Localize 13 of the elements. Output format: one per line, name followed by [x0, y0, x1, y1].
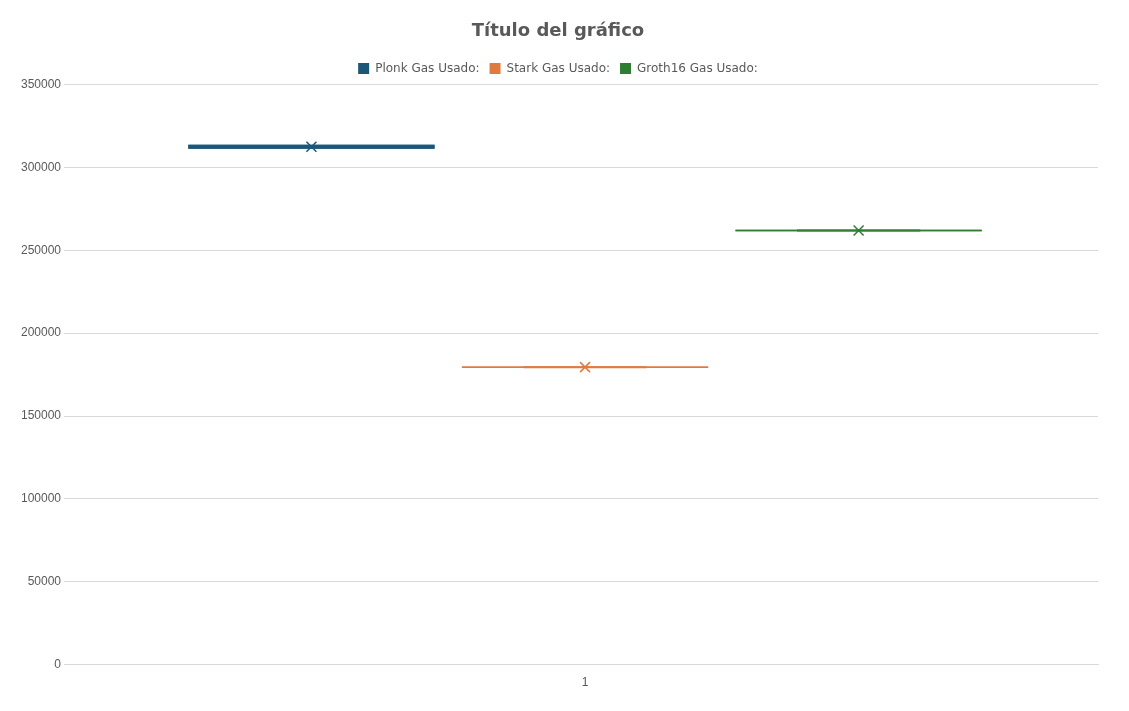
- legend-label: Stark Gas Usado:: [506, 60, 611, 75]
- chart-title: Título del gráfico: [471, 19, 645, 41]
- y-tick-label: 150000: [21, 408, 62, 423]
- x-tick-label: 1: [581, 675, 589, 690]
- y-tick-label: 50000: [27, 574, 62, 589]
- y-tick-label: 250000: [21, 242, 62, 257]
- legend-label: Plonk Gas Usado:: [375, 60, 480, 75]
- y-tick-label: 350000: [21, 76, 62, 91]
- y-tick-label: 100000: [21, 491, 62, 506]
- y-tick-label: 0: [54, 656, 62, 671]
- y-tick-label: 200000: [21, 325, 62, 340]
- y-tick-label: 300000: [21, 159, 62, 174]
- legend-label: Groth16 Gas Usado:: [637, 60, 758, 75]
